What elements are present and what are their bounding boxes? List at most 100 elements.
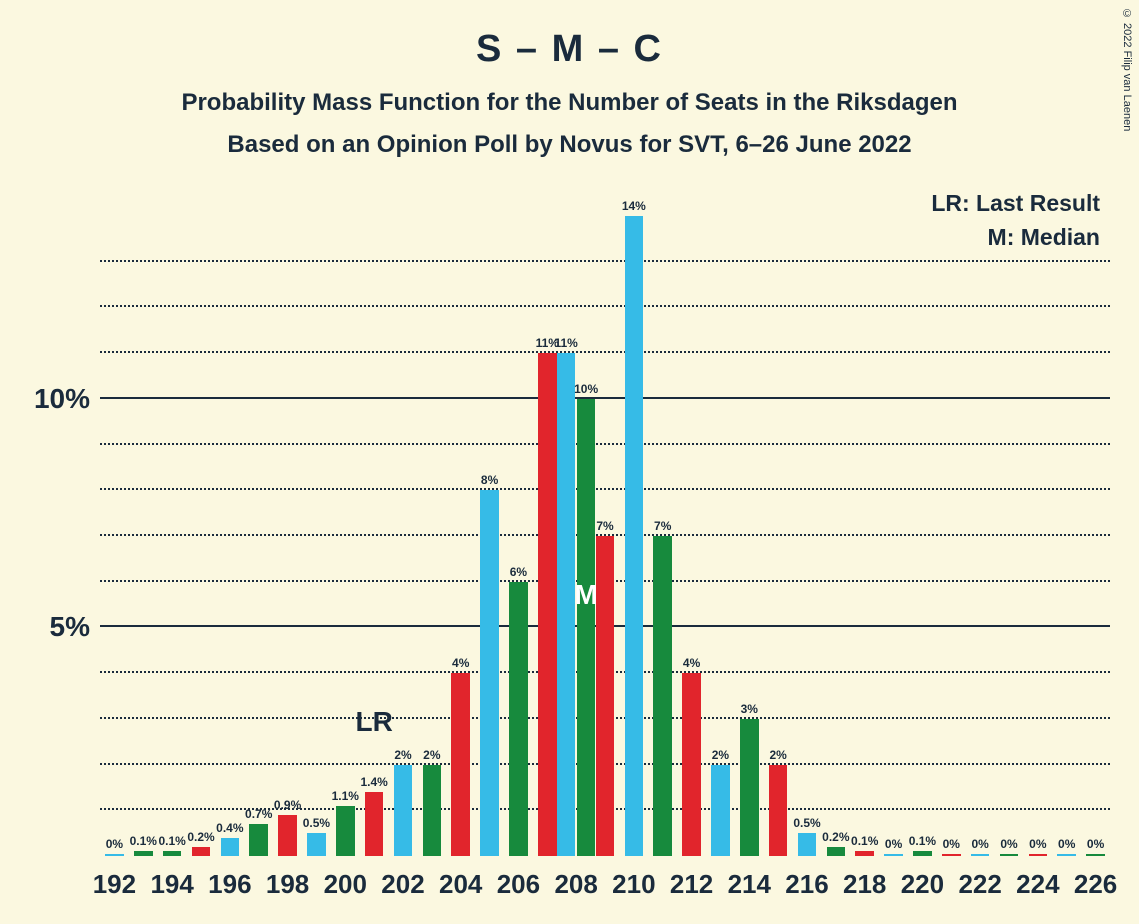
- bar: [423, 765, 442, 856]
- bar-value-label: 0%: [1058, 837, 1075, 851]
- x-axis-label: 208: [554, 869, 597, 900]
- bar-value-label: 0.2%: [822, 830, 849, 844]
- bar: [913, 851, 932, 856]
- bar: [596, 536, 615, 856]
- x-axis-label: 218: [843, 869, 886, 900]
- bar: [1000, 854, 1019, 856]
- median-marker: M: [574, 579, 597, 611]
- x-axis-label: 220: [901, 869, 944, 900]
- bar: [509, 582, 528, 856]
- bar: [740, 719, 759, 856]
- bar-value-label: 4%: [452, 656, 469, 670]
- x-axis-label: 222: [958, 869, 1001, 900]
- x-axis-label: 226: [1074, 869, 1117, 900]
- bar: [480, 490, 499, 856]
- bar-value-label: 0.1%: [851, 834, 878, 848]
- bar-value-label: 0.2%: [187, 830, 214, 844]
- legend-lr: LR: Last Result: [931, 190, 1100, 217]
- bar-value-label: 2%: [394, 748, 411, 762]
- bar-value-label: 2%: [423, 748, 440, 762]
- bar-value-label: 10%: [574, 382, 598, 396]
- bar: [653, 536, 672, 856]
- chart-title: S – M – C: [0, 0, 1139, 71]
- bar: [769, 765, 788, 856]
- gridline: [100, 305, 1110, 307]
- y-axis-label: 5%: [50, 611, 90, 643]
- bar-value-label: 8%: [481, 473, 498, 487]
- x-axis-label: 206: [497, 869, 540, 900]
- bar: [1057, 854, 1076, 856]
- bar: [192, 847, 211, 856]
- bar-value-label: 1.4%: [360, 775, 387, 789]
- bar: [1029, 854, 1048, 856]
- bar: [307, 833, 326, 856]
- bar-value-label: 2%: [769, 748, 786, 762]
- gridline: [100, 488, 1110, 490]
- x-axis-label: 224: [1016, 869, 1059, 900]
- chart-subtitle-1: Probability Mass Function for the Number…: [0, 71, 1139, 117]
- gridline: [100, 443, 1110, 445]
- bar-value-label: 0.1%: [130, 834, 157, 848]
- bar-value-label: 0%: [106, 837, 123, 851]
- x-axis-label: 198: [266, 869, 309, 900]
- bar-value-label: 0.5%: [303, 816, 330, 830]
- bar: [577, 399, 596, 856]
- bar-value-label: 6%: [510, 565, 527, 579]
- bar-value-label: 0.7%: [245, 807, 272, 821]
- bar-value-label: 2%: [712, 748, 729, 762]
- x-axis-label: 192: [93, 869, 136, 900]
- chart-plot-area: LR: Last Result M: Median 5%10%0%0.1%0.1…: [100, 216, 1110, 856]
- bar: [827, 847, 846, 856]
- x-axis-label: 200: [324, 869, 367, 900]
- bar-value-label: 0%: [885, 837, 902, 851]
- bar-value-label: 0%: [1029, 837, 1046, 851]
- copyright-text: © 2022 Filip van Laenen: [1121, 8, 1133, 131]
- bar: [625, 216, 644, 856]
- x-axis-label: 202: [381, 869, 424, 900]
- bar-value-label: 0.9%: [274, 798, 301, 812]
- legend-m: M: Median: [988, 224, 1100, 251]
- bar: [711, 765, 730, 856]
- bar: [971, 854, 990, 856]
- bar: [884, 854, 903, 856]
- bar-value-label: 0.4%: [216, 821, 243, 835]
- x-axis-label: 196: [208, 869, 251, 900]
- bar: [163, 851, 182, 856]
- bar: [249, 824, 268, 856]
- chart-subtitle-2: Based on an Opinion Poll by Novus for SV…: [0, 117, 1139, 159]
- bar: [365, 792, 384, 856]
- x-axis-label: 216: [785, 869, 828, 900]
- bar-value-label: 0%: [1000, 837, 1017, 851]
- bar: [221, 838, 240, 856]
- bar: [538, 353, 557, 856]
- bar: [394, 765, 413, 856]
- lr-marker: LR: [355, 706, 392, 738]
- bar: [134, 851, 153, 856]
- bar: [855, 851, 874, 856]
- x-axis-label: 210: [612, 869, 655, 900]
- x-axis-label: 212: [670, 869, 713, 900]
- bar-value-label: 0%: [943, 837, 960, 851]
- y-axis-label: 10%: [34, 383, 90, 415]
- bar: [682, 673, 701, 856]
- gridline: [100, 260, 1110, 262]
- gridline: [100, 351, 1110, 353]
- bar-value-label: 14%: [622, 199, 646, 213]
- bar-value-label: 1.1%: [332, 789, 359, 803]
- bar: [451, 673, 470, 856]
- bar-value-label: 0.5%: [793, 816, 820, 830]
- bar-value-label: 0%: [971, 837, 988, 851]
- gridline: [100, 397, 1110, 399]
- bar-value-label: 0.1%: [909, 834, 936, 848]
- x-axis-label: 214: [728, 869, 771, 900]
- bar: [278, 815, 297, 856]
- bar: [798, 833, 817, 856]
- bar-value-label: 4%: [683, 656, 700, 670]
- bar-value-label: 3%: [741, 702, 758, 716]
- x-axis-label: 194: [150, 869, 193, 900]
- bar: [336, 806, 355, 856]
- bar-value-label: 7%: [654, 519, 671, 533]
- bar-value-label: 7%: [596, 519, 613, 533]
- bar-value-label: 11%: [554, 336, 577, 350]
- x-axis-label: 204: [439, 869, 482, 900]
